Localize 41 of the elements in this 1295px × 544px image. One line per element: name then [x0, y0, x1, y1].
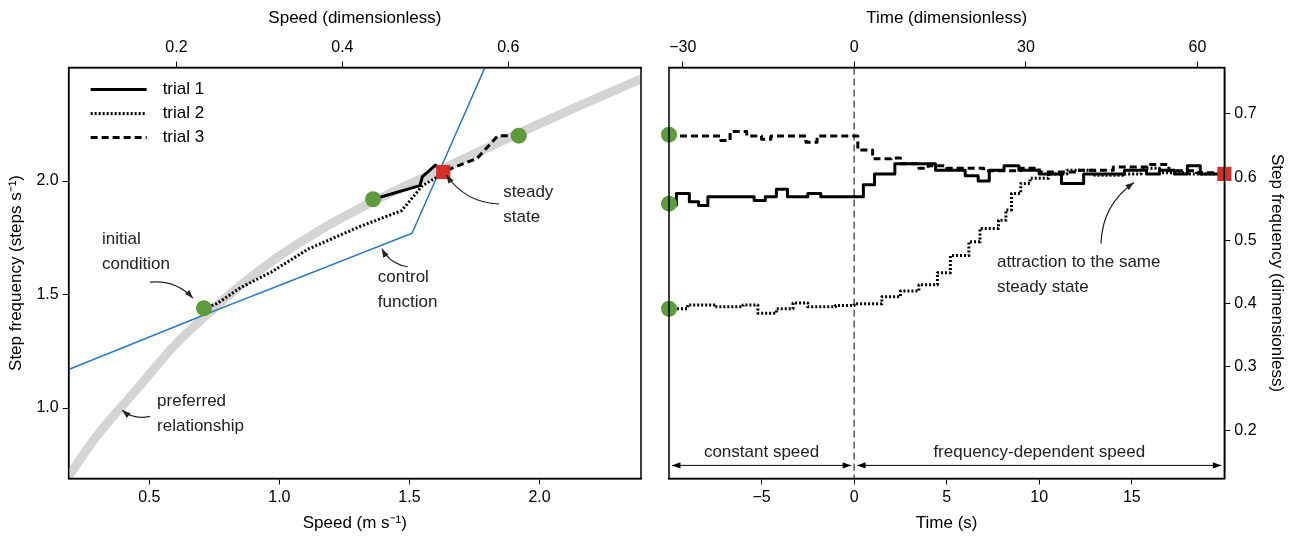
x2-axis-title: Speed (dimensionless) — [268, 7, 442, 27]
x-tick-label: −5 — [752, 488, 771, 506]
annotation: initial condition — [101, 229, 170, 274]
y2-axis-title: Step frequency (dimensionless) — [1268, 153, 1288, 393]
x2-tick-label: 0.4 — [331, 38, 354, 56]
x-tick-label: 10 — [1030, 488, 1049, 506]
x2-axis-title: Time (dimensionless) — [866, 7, 1028, 27]
x-tick-label: 5 — [942, 488, 952, 506]
y-axis-title: Step frequency (steps s⁻¹) — [5, 175, 25, 371]
annotation: attraction to the same steady state — [997, 251, 1161, 296]
y-tick-label: 1.0 — [36, 398, 59, 416]
legend-label: trial 3 — [162, 127, 205, 147]
y-tick-label: 1.5 — [36, 284, 59, 302]
y2-tick-label: 0.7 — [1234, 104, 1257, 122]
annotation: preferred relationship — [157, 391, 245, 436]
annotation: control function — [377, 266, 438, 311]
annotation: frequency-dependent speed — [933, 442, 1146, 462]
y-tick-label: 2.0 — [36, 171, 59, 189]
x-tick-label: 0 — [849, 488, 859, 506]
x-tick-label: 1.5 — [398, 488, 421, 506]
x-tick-label: 1.0 — [268, 488, 291, 506]
y2-tick-label: 0.2 — [1234, 420, 1257, 438]
x-tick-label: 2.0 — [528, 488, 551, 506]
x-axis-title: Time (s) — [915, 513, 978, 533]
x2-tick-label: 0.2 — [165, 38, 188, 56]
x2-tick-label: 0.6 — [497, 38, 520, 56]
x2-tick-label: 30 — [1016, 38, 1035, 56]
y2-tick-label: 0.4 — [1234, 294, 1257, 312]
y2-tick-label: 0.6 — [1234, 167, 1257, 185]
annotation: steady state — [503, 182, 554, 227]
x2-tick-label: 60 — [1188, 38, 1207, 56]
legend-label: trial 2 — [162, 103, 205, 123]
annotation: constant speed — [703, 442, 820, 462]
legend-label: trial 1 — [162, 79, 205, 99]
x-tick-label: 15 — [1122, 488, 1141, 506]
x-axis-title: Speed (m s⁻¹) — [302, 513, 407, 533]
x2-tick-label: −30 — [669, 38, 697, 56]
y2-tick-label: 0.3 — [1234, 357, 1257, 375]
x-tick-label: 0.5 — [138, 488, 161, 506]
x2-tick-label: 0 — [849, 38, 859, 56]
y2-tick-label: 0.5 — [1234, 230, 1257, 248]
